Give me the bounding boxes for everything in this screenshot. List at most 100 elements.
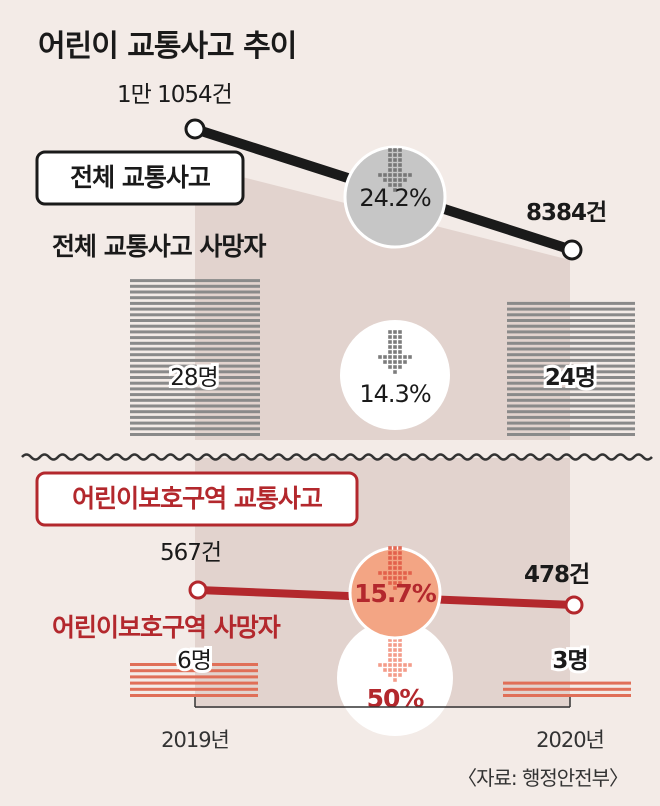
arrow-dot <box>388 360 392 364</box>
total-deaths-2019-stripe <box>130 433 260 436</box>
total-deaths-2019-stripe <box>130 421 260 425</box>
total-deaths-2019-stripe <box>130 324 260 328</box>
x-tick-label-2019: 2019년 <box>161 728 229 752</box>
total-deaths-2019-stripe <box>130 330 260 334</box>
arrow-dot <box>398 668 402 672</box>
x-tick-label-2020: 2020년 <box>536 728 604 752</box>
school-zone-deaths-down-arrow-icon <box>378 638 412 682</box>
arrow-dot <box>388 581 392 585</box>
total-deaths-2020-stripe <box>507 398 635 402</box>
arrow-dot <box>398 173 402 177</box>
total-deaths-2019-stripe <box>130 364 260 368</box>
arrow-dot <box>398 576 402 580</box>
arrow-dot <box>388 330 392 334</box>
arrow-dot <box>393 340 397 344</box>
arrow-dot <box>393 581 397 585</box>
school-zone-deaths-label: 어린이보호구역 사망자 <box>52 613 281 642</box>
arrow-dot <box>378 571 382 575</box>
arrow-dot <box>398 365 402 369</box>
arrow-dot <box>388 648 392 652</box>
arrow-dot <box>388 566 392 570</box>
arrow-dot <box>398 556 402 560</box>
arrow-dot <box>388 561 392 565</box>
school-zone-deaths-2020-label: 3명 <box>552 648 587 674</box>
arrow-dot <box>383 178 387 182</box>
arrow-dot <box>403 576 407 580</box>
school-zone-deaths-2019-stripe <box>130 694 258 697</box>
arrow-dot <box>388 340 392 344</box>
arrow-dot <box>383 663 387 667</box>
total-deaths-2020-label: 24명 <box>545 365 595 391</box>
arrow-dot <box>393 643 397 647</box>
arrow-dot <box>393 653 397 657</box>
arrow-dot <box>408 355 412 359</box>
arrow-dot <box>393 365 397 369</box>
total-deaths-down-arrow-icon <box>378 330 412 374</box>
school-zone-deaths-bar-2019 <box>130 663 258 697</box>
arrow-dot <box>388 546 392 550</box>
arrow-dot <box>393 571 397 575</box>
arrow-dot <box>383 360 387 364</box>
arrow-dot <box>388 163 392 167</box>
total-deaths-2020-stripe <box>507 324 635 328</box>
total-deaths-2020-stripe <box>507 410 635 414</box>
total-deaths-2019-stripe <box>130 341 260 345</box>
total-deaths-change-label: 14.3% <box>359 380 430 408</box>
total-deaths-2019-stripe <box>130 307 260 311</box>
arrow-dot <box>398 330 402 334</box>
arrow-dot <box>403 355 407 359</box>
school-zone-deaths-2019-stripe <box>130 675 258 679</box>
total-deaths-2019-stripe <box>130 301 260 305</box>
arrow-dot <box>393 638 397 642</box>
total-accidents-2020-label: 8384건 <box>526 200 606 226</box>
total-deaths-2019-stripe <box>130 415 260 419</box>
arrow-dot <box>393 561 397 565</box>
total-accidents-down-arrow-icon <box>378 148 412 192</box>
school-zone-accidents-2019-label: 567건 <box>160 540 221 566</box>
arrow-dot <box>393 345 397 349</box>
arrow-dot <box>398 546 402 550</box>
arrow-dot <box>398 340 402 344</box>
arrow-dot <box>408 663 412 667</box>
arrow-dot <box>398 335 402 339</box>
total-deaths-label: 전체 교통사고 사망자 <box>52 232 266 261</box>
total-accidents-point-2020 <box>561 239 583 261</box>
arrow-dot <box>393 178 397 182</box>
total-deaths-2020-stripe <box>507 427 635 431</box>
arrow-dot <box>398 643 402 647</box>
section-divider <box>21 453 653 461</box>
arrow-dot <box>393 556 397 560</box>
total-accidents-change-label: 24.2% <box>359 184 430 212</box>
arrow-dot <box>388 355 392 359</box>
total-deaths-2020-stripe <box>507 341 635 345</box>
arrow-dot <box>393 335 397 339</box>
arrow-dot <box>398 658 402 662</box>
arrow-dot <box>393 148 397 152</box>
arrow-dot <box>403 178 407 182</box>
arrow-dot <box>393 168 397 172</box>
total-deaths-bar-2019 <box>130 279 260 436</box>
arrow-dot <box>393 183 397 187</box>
total-deaths-2020-stripe <box>507 381 635 385</box>
school-zone-accidents-point-2020 <box>564 595 584 615</box>
school-zone-deaths-2019-stripe <box>130 663 258 666</box>
arrow-dot <box>393 673 397 677</box>
total-deaths-2019-stripe <box>130 370 260 374</box>
arrow-dot <box>388 673 392 677</box>
arrow-dot <box>388 638 392 642</box>
total-accidents-label: 전체 교통사고 <box>70 163 211 192</box>
arrow-dot <box>408 173 412 177</box>
total-accidents-point-2019 <box>184 118 206 140</box>
arrow-dot <box>388 168 392 172</box>
arrow-dot <box>393 566 397 570</box>
arrow-dot <box>388 153 392 157</box>
arrow-dot <box>398 653 402 657</box>
total-deaths-2020-stripe <box>507 358 635 362</box>
arrow-dot <box>393 153 397 157</box>
arrow-dot <box>378 663 382 667</box>
arrow-dot <box>388 183 392 187</box>
arrow-dot <box>393 350 397 354</box>
arrow-dot <box>398 153 402 157</box>
arrow-dot <box>393 360 397 364</box>
total-accidents-2019-label: 1만 1054건 <box>117 82 232 108</box>
